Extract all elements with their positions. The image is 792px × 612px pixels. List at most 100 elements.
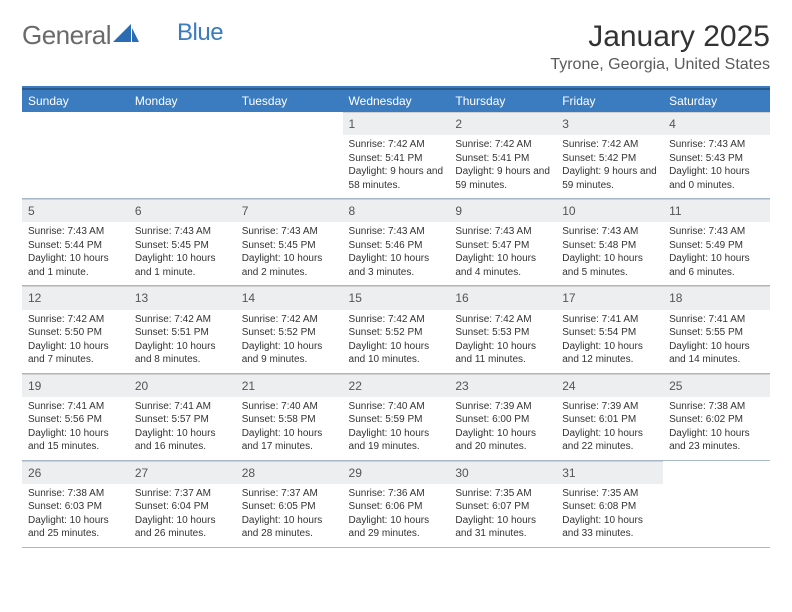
sunrise-line: Sunrise: 7:43 AM — [669, 225, 764, 239]
calendar-day-cell: 16Sunrise: 7:42 AMSunset: 5:53 PMDayligh… — [449, 286, 556, 373]
sunrise-line: Sunrise: 7:42 AM — [455, 138, 550, 152]
title-block: January 2025 Tyrone, Georgia, United Sta… — [550, 20, 770, 74]
day-info: Sunrise: 7:42 AMSunset: 5:50 PMDaylight:… — [28, 313, 123, 367]
weekday-header: Thursday — [449, 89, 556, 112]
sunrise-line: Sunrise: 7:40 AM — [349, 400, 444, 414]
sunrise-line: Sunrise: 7:42 AM — [242, 313, 337, 327]
day-number: 20 — [129, 374, 236, 397]
daylight-line: Daylight: 10 hours and 10 minutes. — [349, 340, 444, 367]
day-number: 15 — [343, 286, 450, 309]
day-number: 28 — [236, 461, 343, 484]
daylight-line: Daylight: 10 hours and 0 minutes. — [669, 165, 764, 192]
daylight-line: Daylight: 10 hours and 19 minutes. — [349, 427, 444, 454]
sunrise-line: Sunrise: 7:37 AM — [242, 487, 337, 501]
daylight-line: Daylight: 10 hours and 25 minutes. — [28, 514, 123, 541]
sunset-line: Sunset: 5:55 PM — [669, 326, 764, 340]
day-info: Sunrise: 7:41 AMSunset: 5:54 PMDaylight:… — [562, 313, 657, 367]
sunset-line: Sunset: 5:50 PM — [28, 326, 123, 340]
daylight-line: Daylight: 10 hours and 20 minutes. — [455, 427, 550, 454]
daylight-line: Daylight: 10 hours and 6 minutes. — [669, 252, 764, 279]
sunrise-line: Sunrise: 7:42 AM — [349, 138, 444, 152]
sunrise-line: Sunrise: 7:41 AM — [562, 313, 657, 327]
sunset-line: Sunset: 6:06 PM — [349, 500, 444, 514]
location-subtitle: Tyrone, Georgia, United States — [550, 56, 770, 74]
daylight-line: Daylight: 10 hours and 28 minutes. — [242, 514, 337, 541]
sunset-line: Sunset: 5:47 PM — [455, 239, 550, 253]
calendar-week-row: 12Sunrise: 7:42 AMSunset: 5:50 PMDayligh… — [22, 286, 770, 373]
day-number: 31 — [556, 461, 663, 484]
day-number: 5 — [22, 199, 129, 222]
calendar-day-cell: 5Sunrise: 7:43 AMSunset: 5:44 PMDaylight… — [22, 199, 129, 286]
daylight-line: Daylight: 10 hours and 15 minutes. — [28, 427, 123, 454]
month-title: January 2025 — [550, 20, 770, 54]
calendar-week-row: 5Sunrise: 7:43 AMSunset: 5:44 PMDaylight… — [22, 199, 770, 286]
sunrise-line: Sunrise: 7:43 AM — [242, 225, 337, 239]
calendar-day-cell — [22, 112, 129, 199]
day-info: Sunrise: 7:37 AMSunset: 6:05 PMDaylight:… — [242, 487, 337, 541]
day-info: Sunrise: 7:40 AMSunset: 5:58 PMDaylight:… — [242, 400, 337, 454]
sunset-line: Sunset: 5:45 PM — [242, 239, 337, 253]
calendar-day-cell: 4Sunrise: 7:43 AMSunset: 5:43 PMDaylight… — [663, 112, 770, 199]
calendar-week-row: 19Sunrise: 7:41 AMSunset: 5:56 PMDayligh… — [22, 373, 770, 460]
daylight-line: Daylight: 10 hours and 2 minutes. — [242, 252, 337, 279]
calendar-day-cell: 9Sunrise: 7:43 AMSunset: 5:47 PMDaylight… — [449, 199, 556, 286]
calendar-day-cell — [236, 112, 343, 199]
sunset-line: Sunset: 5:41 PM — [455, 152, 550, 166]
sunset-line: Sunset: 5:58 PM — [242, 413, 337, 427]
sunset-line: Sunset: 5:54 PM — [562, 326, 657, 340]
daylight-line: Daylight: 10 hours and 3 minutes. — [349, 252, 444, 279]
day-number: 7 — [236, 199, 343, 222]
day-number: 21 — [236, 374, 343, 397]
sunrise-line: Sunrise: 7:41 AM — [135, 400, 230, 414]
day-info: Sunrise: 7:43 AMSunset: 5:48 PMDaylight:… — [562, 225, 657, 279]
calendar-day-cell: 12Sunrise: 7:42 AMSunset: 5:50 PMDayligh… — [22, 286, 129, 373]
daylight-line: Daylight: 10 hours and 5 minutes. — [562, 252, 657, 279]
sunrise-line: Sunrise: 7:39 AM — [455, 400, 550, 414]
sunset-line: Sunset: 6:01 PM — [562, 413, 657, 427]
calendar-day-cell: 15Sunrise: 7:42 AMSunset: 5:52 PMDayligh… — [343, 286, 450, 373]
page-header: General Blue January 2025 Tyrone, Georgi… — [22, 20, 770, 74]
sunset-line: Sunset: 5:41 PM — [349, 152, 444, 166]
calendar-day-cell: 31 Sunrise: 7:35 AMSunset: 6:08 PMDayligh… — [556, 460, 663, 547]
calendar-day-cell: 24Sunrise: 7:39 AMSunset: 6:01 PMDayligh… — [556, 373, 663, 460]
sunrise-line: Sunrise: 7:41 AM — [28, 400, 123, 414]
daylight-line: Daylight: 10 hours and 16 minutes. — [135, 427, 230, 454]
daylight-line: Daylight: 10 hours and 4 minutes. — [455, 252, 550, 279]
calendar-day-cell: 10 Sunrise: 7:43 AMSunset: 5:48 PMDayligh… — [556, 199, 663, 286]
calendar-day-cell: 21 Sunrise: 7:40 AMSunset: 5:58 PMDayligh… — [236, 373, 343, 460]
sunrise-line: Sunrise: 7:36 AM — [349, 487, 444, 501]
daylight-line: Daylight: 9 hours and 58 minutes. — [349, 165, 444, 192]
sunset-line: Sunset: 5:43 PM — [669, 152, 764, 166]
day-number: 13 — [129, 286, 236, 309]
day-info: Sunrise: 7:42 AMSunset: 5:42 PMDaylight:… — [562, 138, 657, 192]
daylight-line: Daylight: 9 hours and 59 minutes. — [562, 165, 657, 192]
day-info: Sunrise: 7:43 AMSunset: 5:45 PMDaylight:… — [135, 225, 230, 279]
sunrise-line: Sunrise: 7:41 AM — [669, 313, 764, 327]
sunset-line: Sunset: 5:49 PM — [669, 239, 764, 253]
day-number: 3 — [556, 112, 663, 135]
day-info: Sunrise: 7:39 AMSunset: 6:01 PMDaylight:… — [562, 400, 657, 454]
sunset-line: Sunset: 5:52 PM — [242, 326, 337, 340]
day-info: Sunrise: 7:41 AMSunset: 5:55 PMDaylight:… — [669, 313, 764, 367]
day-number: 19 — [22, 374, 129, 397]
day-info: Sunrise: 7:43 AMSunset: 5:43 PMDaylight:… — [669, 138, 764, 192]
sunrise-line: Sunrise: 7:42 AM — [135, 313, 230, 327]
sunrise-line: Sunrise: 7:43 AM — [669, 138, 764, 152]
weekday-header-row: SundayMondayTuesdayWednesdayThursdayFrid… — [22, 89, 770, 112]
day-info: Sunrise: 7:36 AMSunset: 6:06 PMDaylight:… — [349, 487, 444, 541]
sunset-line: Sunset: 5:51 PM — [135, 326, 230, 340]
logo: General Blue — [22, 20, 223, 51]
day-info: Sunrise: 7:35 AMSunset: 6:08 PMDaylight:… — [562, 487, 657, 541]
calendar-day-cell: 22Sunrise: 7:40 AMSunset: 5:59 PMDayligh… — [343, 373, 450, 460]
weekday-header: Wednesday — [343, 89, 450, 112]
daylight-line: Daylight: 10 hours and 1 minute. — [28, 252, 123, 279]
sunrise-line: Sunrise: 7:43 AM — [455, 225, 550, 239]
day-number: 10 — [556, 199, 663, 222]
day-info: Sunrise: 7:43 AMSunset: 5:47 PMDaylight:… — [455, 225, 550, 279]
weekday-header: Sunday — [22, 89, 129, 112]
calendar-container: SundayMondayTuesdayWednesdayThursdayFrid… — [22, 86, 770, 548]
day-number: 11 — [663, 199, 770, 222]
daylight-line: Daylight: 10 hours and 11 minutes. — [455, 340, 550, 367]
sunrise-line: Sunrise: 7:42 AM — [28, 313, 123, 327]
daylight-line: Daylight: 10 hours and 31 minutes. — [455, 514, 550, 541]
